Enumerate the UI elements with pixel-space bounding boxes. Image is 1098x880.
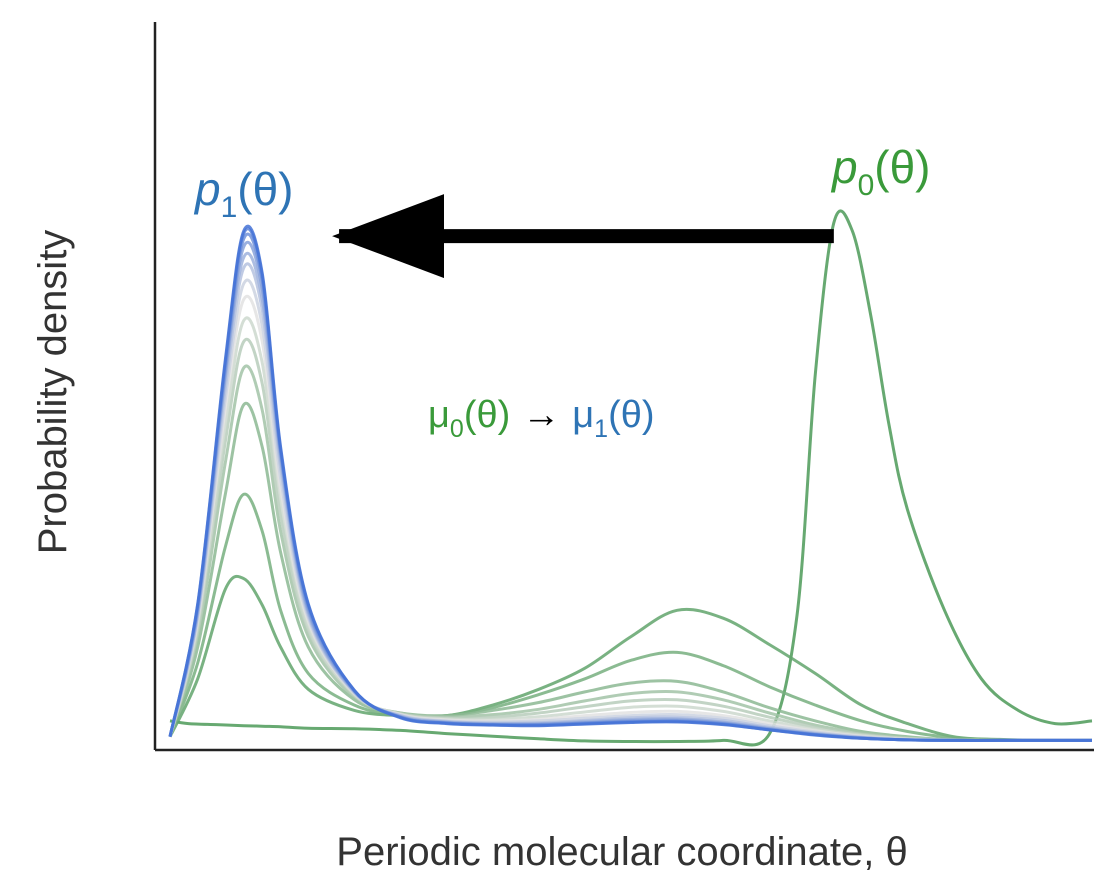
series-line-0 (169, 209, 1093, 747)
series-line-6 (168, 316, 1092, 742)
mu1-base: μ (572, 394, 594, 436)
series-line-1 (168, 574, 1093, 742)
series-line-10 (168, 251, 1092, 742)
series-line-12 (168, 232, 1092, 742)
series-line-2 (168, 492, 1093, 742)
series-layer (168, 209, 1093, 747)
mu0-sub: 0 (450, 415, 464, 443)
mu0-tail: (θ) (464, 394, 510, 436)
p1-label-base: p (193, 163, 221, 215)
series-line-9 (168, 262, 1092, 742)
p1-label-sub: 1 (221, 191, 238, 224)
x-axis-title: Periodic molecular coordinate, θ (336, 830, 907, 874)
mu1-sub: 1 (594, 415, 608, 443)
p0-label-sub: 0 (858, 169, 875, 202)
y-axis-title: Probability density (31, 230, 75, 555)
mu1-tail: (θ) (608, 394, 654, 436)
p1-label: p1(θ) (193, 163, 294, 224)
mu-arrow: → (522, 394, 560, 436)
series-line-13 (168, 227, 1092, 742)
mu0-base: μ (428, 394, 450, 436)
series-line-11 (168, 240, 1092, 742)
p1-label-tail: (θ) (237, 163, 293, 215)
p0-label-tail: (θ) (874, 141, 930, 193)
mu-transition-label: μ0(θ) → μ1(θ) (428, 394, 655, 443)
p0-label-base: p (830, 141, 858, 193)
series-line-14 (168, 224, 1092, 742)
p0-label: p0(θ) (830, 141, 931, 202)
